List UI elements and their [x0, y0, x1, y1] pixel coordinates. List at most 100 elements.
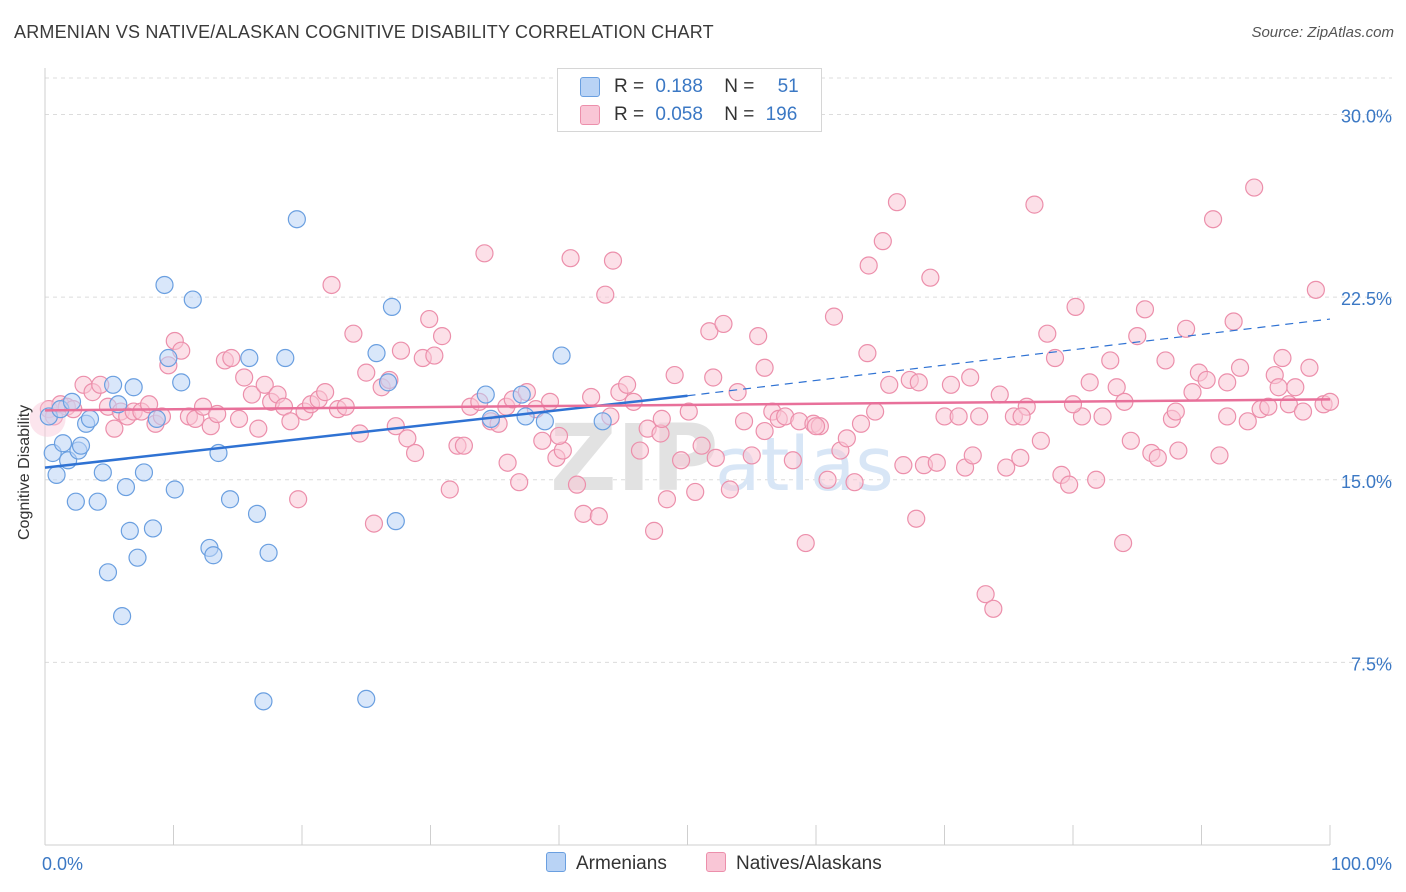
trend-lines: [44, 318, 1331, 469]
natives-point: [873, 232, 892, 251]
natives-point: [851, 414, 871, 433]
x-tick-label: 100.0%: [1331, 854, 1392, 874]
natives-point: [866, 402, 885, 421]
natives-point: [249, 419, 268, 438]
natives-swatch: [580, 105, 600, 125]
armenians-point: [147, 409, 166, 428]
natives-point: [289, 490, 308, 509]
armenians-point: [116, 477, 136, 497]
armenians-point: [259, 543, 278, 562]
natives-point: [706, 448, 725, 467]
armenians-point: [357, 689, 376, 709]
natives-point: [970, 407, 989, 426]
armenians-point: [535, 412, 554, 431]
natives-point: [1148, 448, 1167, 467]
natives-point: [1238, 412, 1257, 431]
natives-point: [1063, 395, 1083, 414]
natives-point: [665, 365, 684, 385]
armenians-point: [367, 344, 386, 363]
natives-point: [425, 346, 444, 365]
natives-point: [1011, 448, 1030, 467]
natives-point: [1273, 348, 1292, 368]
natives-point: [837, 429, 856, 448]
natives-point: [589, 507, 608, 526]
y-tick-label: 15.0%: [1341, 472, 1392, 492]
armenians-n-label: N =: [724, 76, 755, 97]
armenians-point: [98, 563, 118, 582]
natives-point: [997, 458, 1016, 477]
natives-point: [222, 348, 241, 368]
natives-point: [454, 436, 474, 455]
natives-point: [1183, 383, 1202, 402]
natives-point: [714, 314, 733, 334]
armenians-point: [104, 375, 123, 394]
natives-point: [1245, 178, 1264, 197]
armenians-point: [80, 409, 100, 428]
series-armenians-points: [39, 210, 612, 711]
armenians-point: [220, 490, 240, 509]
natives-point: [720, 480, 740, 499]
natives-point: [845, 473, 864, 492]
natives-point: [574, 504, 593, 523]
armenians-point: [247, 504, 267, 523]
armenians-point: [128, 548, 147, 567]
natives-n-label: N =: [724, 104, 755, 125]
natives-point: [921, 268, 940, 287]
armenians-point: [93, 463, 112, 482]
natives-point: [1203, 210, 1223, 229]
armenians-point: [552, 346, 571, 365]
natives-point: [990, 385, 1009, 404]
natives-point: [1012, 407, 1031, 426]
natives-point: [1224, 312, 1243, 331]
natives-point: [1128, 327, 1147, 346]
natives-point: [255, 375, 274, 394]
natives-point: [281, 412, 300, 431]
natives-trend-line: [44, 398, 1331, 412]
armenians-point: [378, 373, 398, 392]
armenians-legend-label: Armenians: [576, 853, 667, 874]
armenians-point: [240, 348, 259, 368]
natives-point: [1101, 351, 1120, 370]
natives-point: [755, 358, 774, 377]
natives-point: [909, 373, 928, 392]
natives-point: [818, 470, 837, 489]
armenians-point: [516, 407, 535, 426]
armenians-point: [53, 434, 73, 453]
armenians-point: [593, 412, 612, 431]
armenians-swatch: [580, 77, 600, 97]
natives-point: [1038, 324, 1057, 343]
natives-point: [533, 431, 552, 450]
bottom-legend-armenians: Armenians: [546, 852, 667, 875]
natives-point: [859, 256, 878, 275]
natives-point: [1031, 431, 1050, 450]
armenians-point: [47, 465, 66, 484]
natives-point: [700, 322, 719, 341]
natives-point: [316, 383, 335, 402]
armenians-point: [287, 210, 306, 229]
natives-point: [963, 446, 982, 465]
natives-point: [644, 521, 664, 540]
natives-point: [1269, 378, 1288, 397]
natives-point: [755, 421, 774, 441]
natives-point: [1176, 319, 1196, 338]
natives-point: [1080, 373, 1099, 392]
natives-point: [475, 244, 494, 263]
correlation-legend: R = 0.188 N = 51 R = 0.058 N = 196: [557, 68, 822, 132]
natives-point: [1114, 533, 1133, 553]
natives-point: [1230, 358, 1250, 377]
natives-point: [742, 446, 761, 465]
natives-point: [398, 429, 417, 448]
natives-point: [1087, 470, 1106, 489]
x-tick-label: 0.0%: [42, 854, 83, 874]
natives-point: [907, 509, 926, 528]
natives-point: [692, 436, 711, 455]
natives-point: [1210, 446, 1229, 465]
natives-point: [193, 397, 213, 416]
natives-point: [344, 324, 363, 343]
natives-legend-swatch: [706, 852, 726, 872]
armenians-point: [512, 385, 531, 404]
natives-point: [1060, 475, 1079, 494]
armenians-point: [155, 275, 174, 295]
armenians-point: [124, 378, 143, 397]
armenians-point: [88, 492, 107, 511]
